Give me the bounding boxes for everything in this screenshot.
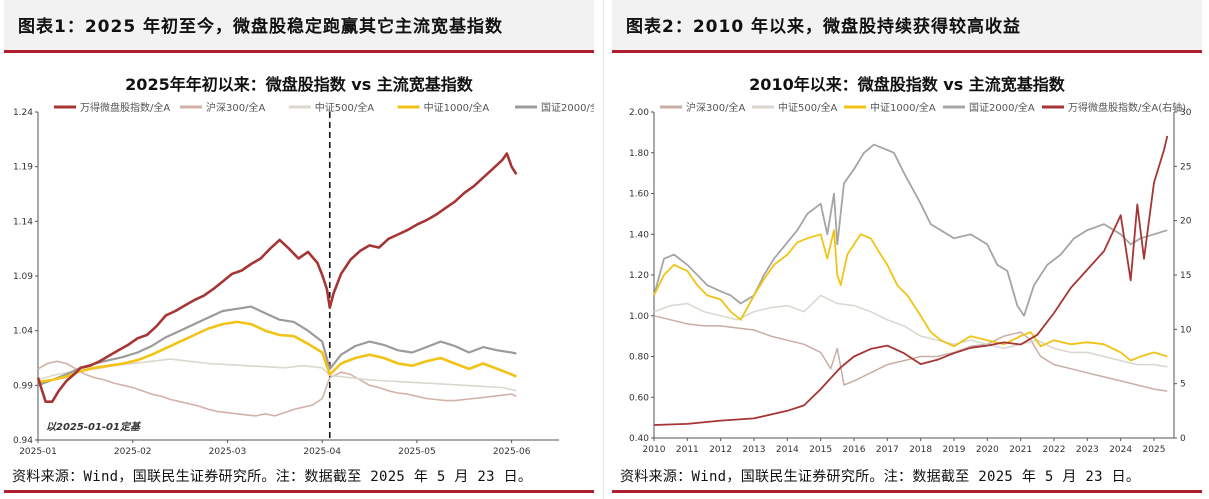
legend-label: 中证500/全A xyxy=(778,101,837,114)
y-tick-label: 1.19 xyxy=(13,163,33,173)
y2-tick-label: 0 xyxy=(1180,434,1186,444)
x-tick-label: 2017 xyxy=(876,445,899,455)
y-tick-label: 1.60 xyxy=(629,190,649,200)
y-tick-label: 1.40 xyxy=(629,230,649,240)
x-tick-label: 2011 xyxy=(676,445,699,455)
y-tick-label: 1.24 xyxy=(13,108,33,118)
panel-divider xyxy=(603,0,604,499)
figure-title: 图表1：2025 年初至今，微盘股稳定跑赢其它主流宽基指数 xyxy=(18,17,504,37)
legend-label: 中证1000/全A xyxy=(870,101,936,114)
series-line xyxy=(653,315,1168,392)
y-tick-label: 1.80 xyxy=(629,149,649,159)
x-tick-label: 2025-02 xyxy=(114,447,152,457)
y-tick-label: 0.94 xyxy=(13,436,33,446)
figure-panel-left: 图表1：2025 年初至今，微盘股稳定跑赢其它主流宽基指数 2025年年初以来：… xyxy=(4,0,594,499)
y-tick-label: 1.14 xyxy=(13,217,33,227)
chart-annotation: 以2025-01-01定基 xyxy=(46,421,142,433)
x-tick-label: 2013 xyxy=(743,445,766,455)
legend-label: 沪深300/全A xyxy=(206,101,265,114)
y2-tick-label: 20 xyxy=(1180,217,1192,227)
x-tick-label: 2012 xyxy=(709,445,732,455)
y-tick-label: 2.00 xyxy=(629,108,649,118)
y2-tick-label: 10 xyxy=(1180,325,1192,335)
x-tick-label: 2025-01 xyxy=(19,447,57,457)
chart-title: 2025年年初以来：微盘股指数 vs 主流宽基指数 xyxy=(125,75,474,94)
x-tick-label: 2025-05 xyxy=(398,447,436,457)
series-line xyxy=(653,143,1168,317)
series-line xyxy=(37,360,517,417)
x-tick-label: 2022 xyxy=(1043,445,1066,455)
y-tick-label: 0.99 xyxy=(13,381,33,391)
x-tick-label: 2025 xyxy=(1143,445,1166,455)
legend-label: 中证1000/全A xyxy=(424,101,490,114)
figure-header: 图表2：2010 年以来，微盘股持续获得较高收益 xyxy=(612,0,1202,53)
legend-label: 中证500/全A xyxy=(315,101,374,114)
legend-label: 万得微盘股指数/全A(右轴) xyxy=(1068,101,1186,114)
bottom-rule xyxy=(612,490,1202,493)
y2-tick-label: 5 xyxy=(1180,380,1186,390)
series-line xyxy=(37,358,517,392)
legend-label: 万得微盘股指数/全A xyxy=(80,101,170,114)
x-tick-label: 2015 xyxy=(809,445,832,455)
x-tick-label: 2021 xyxy=(1009,445,1032,455)
series-line xyxy=(36,152,518,403)
bottom-rule xyxy=(4,490,594,493)
figure-panel-right: 图表2：2010 年以来，微盘股持续获得较高收益 2010年以来：微盘股指数 v… xyxy=(612,0,1202,499)
x-tick-label: 2025-06 xyxy=(493,447,531,457)
figure-header: 图表1：2025 年初至今，微盘股稳定跑赢其它主流宽基指数 xyxy=(4,0,594,53)
series-line xyxy=(653,229,1168,362)
x-tick-label: 2025-04 xyxy=(303,447,341,457)
x-tick-label: 2019 xyxy=(943,445,966,455)
series-line xyxy=(37,305,517,387)
x-tick-label: 2018 xyxy=(909,445,932,455)
x-tick-label: 2024 xyxy=(1109,445,1132,455)
series-line xyxy=(653,135,1169,426)
x-tick-label: 2010 xyxy=(643,445,666,455)
source-note: 资料来源：Wind，国联民生证券研究所。注：数据截至 2025 年 5 月 23… xyxy=(12,469,533,485)
x-tick-label: 2025-03 xyxy=(209,447,247,457)
y-tick-label: 1.20 xyxy=(629,271,649,281)
legend-label: 国证2000/全A xyxy=(969,101,1035,114)
series-line xyxy=(37,320,517,384)
y2-tick-label: 15 xyxy=(1180,271,1191,281)
y-tick-label: 0.60 xyxy=(629,393,649,403)
y-tick-label: 0.80 xyxy=(629,353,649,363)
chart-title: 2010年以来：微盘股指数 vs 主流宽基指数 xyxy=(749,75,1066,94)
x-tick-label: 2023 xyxy=(1076,445,1099,455)
y-tick-label: 1.09 xyxy=(13,272,33,282)
legend-label: 国证2000/全A xyxy=(541,101,594,114)
series-line xyxy=(653,294,1168,368)
y-tick-label: 0.40 xyxy=(629,434,649,444)
y2-tick-label: 30 xyxy=(1180,108,1192,118)
x-tick-label: 2020 xyxy=(976,445,999,455)
y-tick-label: 1.00 xyxy=(629,312,649,322)
y-tick-label: 1.04 xyxy=(13,327,33,337)
figure-title: 图表2：2010 年以来，微盘股持续获得较高收益 xyxy=(626,17,1022,37)
x-tick-label: 2016 xyxy=(843,445,866,455)
source-note: 资料来源：Wind，国联民生证券研究所。注：数据截至 2025 年 5 月 23… xyxy=(620,469,1141,485)
x-tick-label: 2014 xyxy=(776,445,799,455)
y2-tick-label: 25 xyxy=(1180,162,1191,172)
legend-label: 沪深300/全A xyxy=(686,101,745,114)
